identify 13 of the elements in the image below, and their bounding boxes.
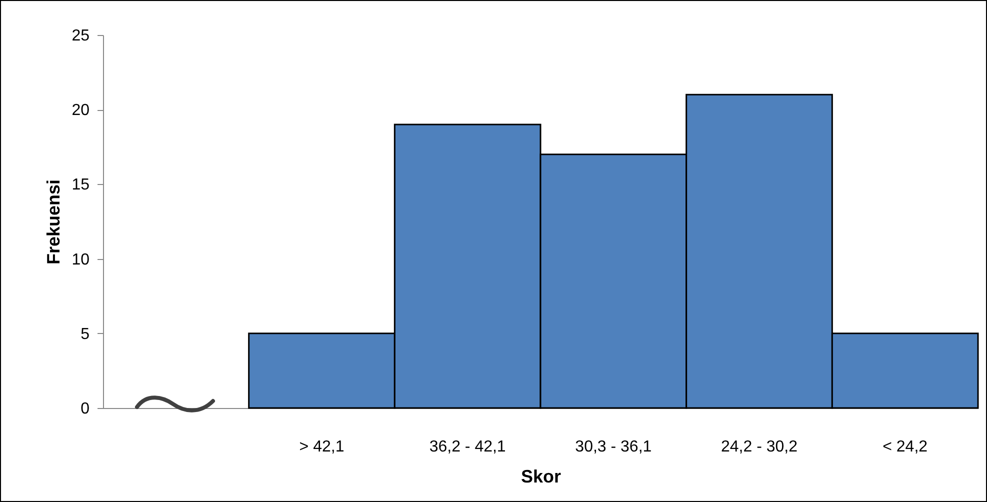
- x-tick-label: 30,3 - 36,1: [575, 438, 652, 456]
- y-tick-label: 20: [72, 102, 90, 120]
- x-axis-title: Skor: [520, 466, 562, 486]
- y-tick-label: 10: [72, 251, 90, 268]
- x-tick-label: < 24,2: [882, 438, 928, 456]
- y-axis-title: Frekuensi: [44, 179, 64, 265]
- y-tick-label: 15: [72, 176, 90, 194]
- y-tick-label: 0: [80, 400, 90, 418]
- x-tick-label: > 42,1: [299, 438, 344, 456]
- y-tick-label: 5: [80, 326, 90, 343]
- x-tick-label: 24,2 - 30,2: [721, 438, 798, 456]
- x-tick-label: 36,2 - 42,1: [429, 438, 506, 456]
- y-tick-label: 25: [72, 28, 90, 44]
